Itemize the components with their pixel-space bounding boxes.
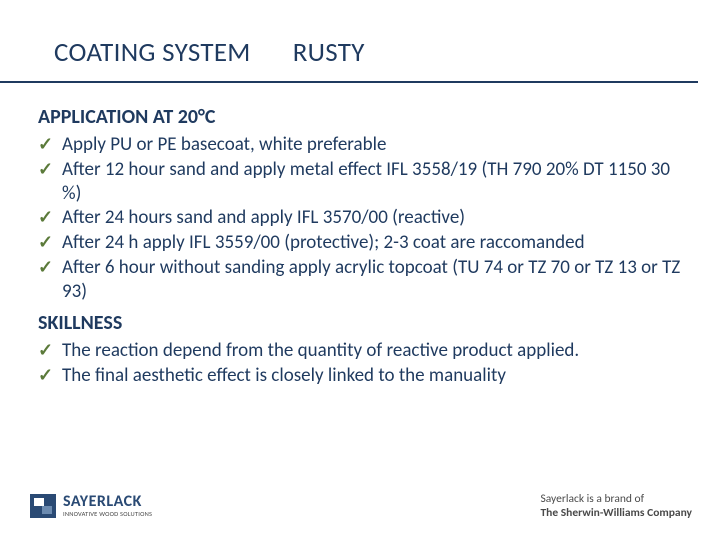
list-item: ✓ After 12 hour sand and apply metal effe… [38, 158, 682, 206]
list-item-text: After 24 hours sand and apply IFL 3570/0… [62, 206, 465, 229]
logo-brand: SAYERLACK [63, 494, 152, 510]
check-icon: ✓ [38, 158, 53, 181]
list-item: ✓ Apply PU or PE basecoat, white preferab… [38, 133, 682, 157]
check-icon: ✓ [38, 256, 53, 279]
title-right: RUSTY [293, 36, 365, 69]
check-icon: ✓ [38, 339, 53, 362]
check-icon: ✓ [38, 133, 53, 156]
footer-right: Sayerlack is a brand of The Sherwin-Will… [540, 492, 692, 521]
content-area: APPLICATION AT 20°C ✓ Apply PU or PE base… [0, 83, 720, 388]
skillness-list: ✓ The reaction depend from the quantity o… [38, 339, 682, 388]
list-item-text: After 6 hour without sanding apply acryl… [62, 256, 680, 303]
list-item-text: The final aesthetic effect is closely li… [62, 364, 506, 387]
title-left: COATING SYSTEM [54, 36, 251, 69]
list-item: ✓ The reaction depend from the quantity o… [38, 339, 682, 363]
footer-line2: The Sherwin-Williams Company [540, 506, 692, 520]
application-list: ✓ Apply PU or PE basecoat, white preferab… [38, 133, 682, 303]
list-item-text: After 12 hour sand and apply metal effec… [62, 158, 670, 205]
list-item-text: Apply PU or PE basecoat, white preferabl… [62, 133, 386, 156]
check-icon: ✓ [38, 231, 53, 254]
list-item-text: The reaction depend from the quantity of… [62, 339, 579, 362]
logo-mark-icon [30, 494, 56, 518]
section-skillness-heading: SKILLNESS [38, 311, 682, 335]
list-item: ✓ The final aesthetic effect is closely l… [38, 364, 682, 388]
list-item: ✓ After 6 hour without sanding apply acry… [38, 256, 682, 304]
section-application-heading: APPLICATION AT 20°C [38, 105, 682, 129]
logo-left: SAYERLACK INNOVATIVE WOOD SOLUTIONS [30, 494, 152, 518]
check-icon: ✓ [38, 206, 53, 229]
list-item: ✓ After 24 h apply IFL 3559/00 (protectiv… [38, 231, 682, 255]
list-item-text: After 24 h apply IFL 3559/00 (protective… [62, 231, 585, 254]
logo-tagline: INNOVATIVE WOOD SOLUTIONS [63, 511, 152, 518]
title-bar: COATING SYSTEM RUSTY [0, 0, 698, 83]
list-item: ✓ After 24 hours sand and apply IFL 3570/… [38, 206, 682, 230]
footer-line1: Sayerlack is a brand of [540, 492, 692, 506]
footer: SAYERLACK INNOVATIVE WOOD SOLUTIONS Saye… [0, 482, 720, 540]
page-title: COATING SYSTEM RUSTY [54, 36, 698, 69]
check-icon: ✓ [38, 364, 53, 387]
logo-text: SAYERLACK INNOVATIVE WOOD SOLUTIONS [63, 494, 152, 518]
